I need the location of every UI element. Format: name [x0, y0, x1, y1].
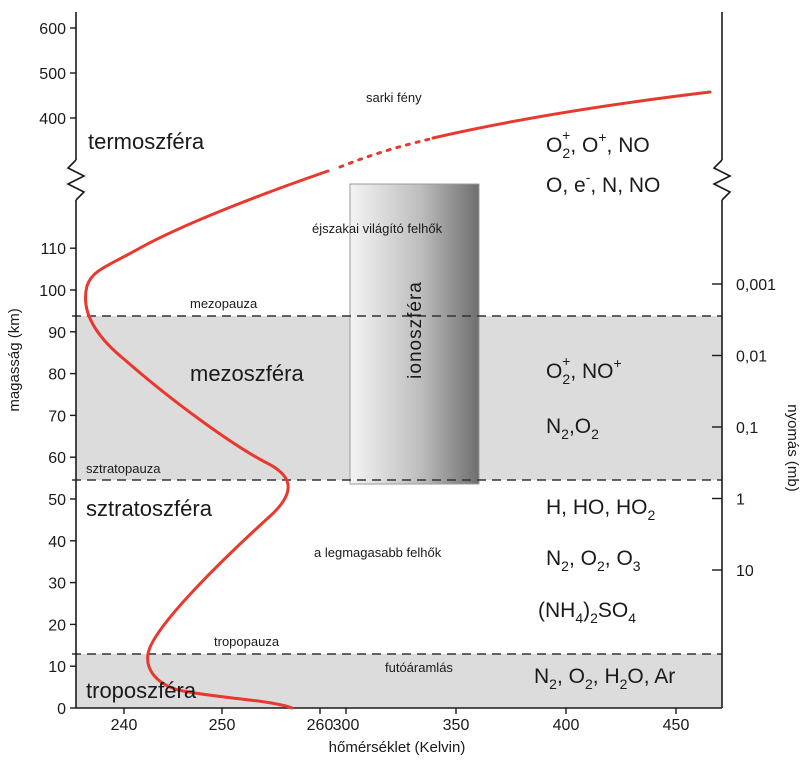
x-tick-label: 450	[663, 717, 690, 734]
y-tick-label: 400	[39, 111, 66, 128]
ionosphere-box	[349, 183, 480, 485]
y-tick-label: 500	[39, 66, 66, 83]
layer-stratosphere: sztratoszféra	[86, 496, 213, 521]
chem-strato-row2: N2, O2, O3	[546, 547, 641, 574]
chem-tropo-row1: N2, O2, H2O, Ar	[534, 665, 675, 692]
layer-troposphere: troposzféra	[86, 678, 197, 703]
x-tick-label: 400	[553, 717, 580, 734]
y-tick-label: 80	[48, 367, 66, 384]
label-ionosphere: ionoszféra	[405, 281, 426, 379]
chem-meso-row2: N2,O2	[546, 415, 599, 442]
x-axis-title: hőmérséklet (Kelvin)	[329, 739, 466, 756]
y-ticks-low: 0 10 20 30 40 50 60 70 80 90 100 110	[39, 241, 76, 718]
pressure-tick-label: 0,001	[736, 277, 776, 294]
layer-thermosphere: termoszféra	[88, 129, 205, 154]
label-stratopause: sztratopauza	[86, 461, 161, 476]
label-mesopause: mezopauza	[190, 296, 258, 311]
y-tick-label: 60	[48, 450, 66, 467]
label-aurora: sarki fény	[366, 90, 422, 105]
y-ticks-high: 400 500 600	[39, 21, 76, 128]
y-tick-label: 50	[48, 492, 66, 509]
pressure-tick-label: 1	[736, 492, 745, 509]
label-noctilucent-clouds: éjszakai világító felhők	[312, 221, 443, 236]
y-axis-title: magasság (km)	[6, 308, 23, 411]
y-tick-label: 20	[48, 617, 66, 634]
y-tick-label: 40	[48, 534, 66, 551]
x-tick-label: 350	[443, 717, 470, 734]
chem-meso-row1: O2+, NO+	[546, 353, 622, 387]
y-tick-label: 70	[48, 408, 66, 425]
y-tick-label: 100	[39, 283, 66, 300]
pressure-tick-label: 0,01	[736, 349, 767, 366]
temperature-curve-upper	[431, 90, 712, 140]
x-tick-label: 300	[333, 717, 360, 734]
label-jet-stream: futóáramlás	[385, 660, 453, 675]
chem-thermo-row1: O2+, O+, NO	[546, 127, 650, 161]
y-tick-label: 600	[39, 21, 66, 38]
x-tick-label: 240	[111, 717, 138, 734]
label-tropopause: tropopauza	[214, 634, 280, 649]
troposphere-band	[76, 654, 722, 708]
temperature-curve	[83, 169, 330, 710]
y-tick-label: 90	[48, 325, 66, 342]
temperature-curve-dotted	[338, 137, 432, 169]
pressure-ticks: 0,001 0,01 0,1 1 10	[712, 277, 776, 580]
label-highest-clouds: a legmagasabb felhők	[314, 545, 442, 560]
y-tick-label: 0	[57, 701, 66, 718]
layer-mesosphere: mezoszféra	[190, 361, 304, 386]
left-axis	[66, 12, 722, 709]
y2-axis-title: nyomás (mb)	[784, 404, 801, 492]
y-tick-label: 10	[48, 659, 66, 676]
chem-strato-row1: H, HO, HO2	[546, 496, 656, 523]
chem-strato-row3: (NH4)2SO4	[538, 599, 636, 626]
pressure-tick-label: 10	[736, 563, 754, 580]
x-tick-label: 260	[307, 717, 334, 734]
chem-thermo-row2: O, e-, N, NO	[546, 169, 660, 197]
y-tick-label: 30	[48, 576, 66, 593]
pressure-tick-label: 0,1	[736, 420, 758, 437]
y-tick-label: 110	[40, 241, 66, 258]
x-ticks: 240 250 260 300 350 400 450	[111, 708, 690, 734]
x-tick-label: 250	[209, 717, 236, 734]
